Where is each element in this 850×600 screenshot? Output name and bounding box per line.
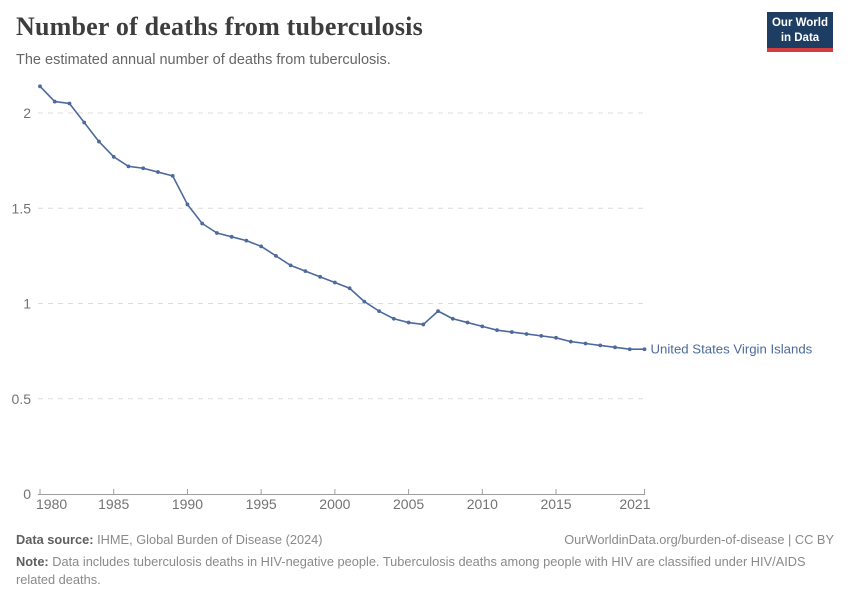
data-point[interactable] [111, 154, 116, 159]
data-point[interactable] [450, 316, 455, 321]
y-tick-label: 2 [23, 105, 31, 121]
data-point[interactable] [436, 309, 440, 314]
data-point[interactable] [170, 173, 175, 178]
data-point[interactable] [598, 343, 603, 348]
y-tick-label: 0 [23, 486, 31, 502]
data-point[interactable] [613, 345, 617, 350]
data-point[interactable] [583, 341, 588, 346]
data-point[interactable] [347, 286, 352, 291]
data-point[interactable] [215, 231, 219, 235]
data-point[interactable] [406, 320, 411, 325]
data-point[interactable] [52, 99, 57, 104]
data-point[interactable] [318, 274, 323, 279]
page-subtitle: The estimated annual number of deaths fr… [16, 52, 391, 68]
data-point[interactable] [421, 322, 426, 327]
data-point[interactable] [554, 335, 558, 340]
footer-note-value: Data includes tuberculosis deaths in HIV… [16, 553, 806, 587]
x-tick-label: 2015 [540, 496, 571, 512]
data-point[interactable] [185, 202, 190, 207]
data-point[interactable] [67, 101, 72, 106]
line-chart-canvas[interactable]: 0 0.5 1 1.5 2 1980 1985 1990 1995 2000 2005 2010 201… [0, 70, 850, 530]
data-line[interactable] [39, 85, 646, 351]
data-point[interactable] [97, 139, 101, 144]
data-point[interactable] [82, 120, 87, 125]
data-source-label: Data source: [16, 532, 94, 547]
footer-note-label: Note: [16, 553, 49, 569]
y-tick-label: 1.5 [12, 200, 32, 216]
data-point[interactable] [200, 221, 205, 226]
data-source-text: Data source: IHME, Global Burden of Dise… [16, 531, 323, 549]
data-point[interactable] [568, 339, 573, 344]
data-point[interactable] [642, 347, 647, 352]
license-link[interactable]: OurWorldinData.org/burden-of-disease | C… [564, 532, 834, 547]
y-tick-label: 1 [23, 296, 31, 312]
data-point[interactable] [288, 263, 293, 268]
footer-note: Note: Data includes tuberculosis deaths … [16, 553, 822, 589]
data-point[interactable] [627, 347, 632, 352]
data-point[interactable] [391, 316, 396, 321]
data-point[interactable] [244, 238, 249, 243]
data-point[interactable] [332, 280, 337, 285]
data-point[interactable] [274, 253, 278, 258]
data-point[interactable] [229, 234, 234, 239]
series-label: United States Virgin Islands [651, 342, 813, 357]
owid-logo[interactable]: Our World in Data [767, 12, 833, 52]
data-point[interactable] [141, 166, 146, 171]
data-point[interactable] [509, 330, 514, 334]
data-point[interactable] [362, 299, 367, 304]
x-tick-label: 1995 [246, 496, 277, 512]
data-point[interactable] [126, 164, 131, 169]
x-tick-label: 2021 [619, 496, 650, 512]
owid-logo-line1: Our World [771, 17, 828, 29]
data-source-value: IHME, Global Burden of Disease (2024) [93, 532, 323, 547]
owid-logo-line2: in Data [780, 31, 820, 44]
data-point[interactable] [259, 244, 264, 249]
data-point[interactable] [495, 328, 499, 333]
data-point[interactable] [539, 333, 544, 338]
data-point[interactable] [524, 332, 529, 336]
data-point[interactable] [303, 269, 308, 274]
y-tick-label: 0.5 [12, 391, 32, 407]
x-tick-label: 2000 [319, 496, 350, 512]
x-tick-label: 2010 [467, 496, 498, 512]
chart-footer: Data source: IHME, Global Burden of Dise… [16, 531, 834, 589]
data-point[interactable] [377, 309, 382, 314]
data-point[interactable] [38, 84, 42, 89]
data-point[interactable] [465, 320, 470, 325]
page-title: Number of deaths from tuberculosis [16, 12, 423, 41]
x-tick-label: 1980 [36, 496, 67, 512]
x-tick-label: 1990 [172, 496, 203, 512]
data-point[interactable] [480, 324, 485, 329]
data-point[interactable] [156, 170, 160, 174]
x-tick-label: 1985 [98, 496, 129, 512]
x-tick-label: 2005 [393, 496, 424, 512]
